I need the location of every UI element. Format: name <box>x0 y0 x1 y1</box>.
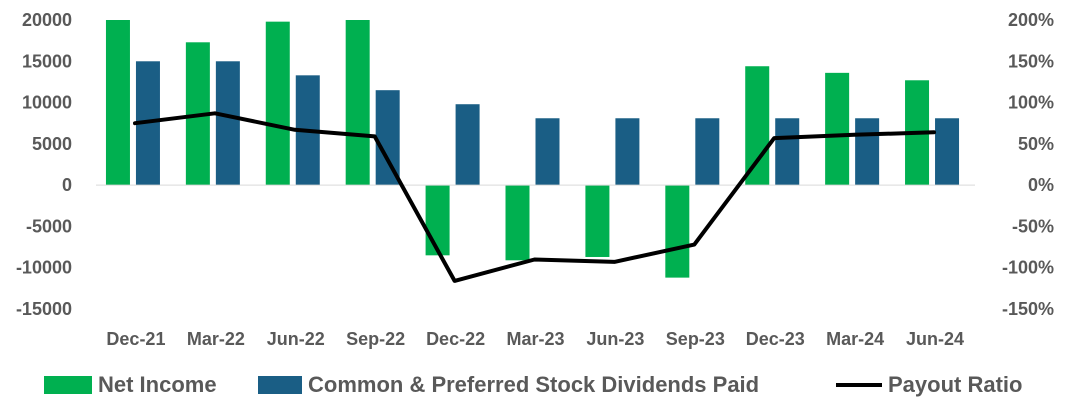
legend-swatch-dividends <box>258 376 302 394</box>
net-income-bar <box>505 185 530 261</box>
combo-chart: 20000 15000 10000 5000 0 -5000 -10000 -15000 20… <box>16 10 1054 349</box>
x-tick-label: Mar-22 <box>187 329 245 349</box>
right-tick-label: 100% <box>1008 93 1054 113</box>
dividends-bar <box>535 118 560 186</box>
right-tick-label: 150% <box>1008 51 1054 71</box>
net-income-bar <box>665 185 690 278</box>
x-axis-ticks: Dec-21 Mar-22 Jun-22 Sep-22 Dec-22 Mar-23 Jun-… <box>106 329 964 349</box>
net-income-bar <box>265 21 290 186</box>
right-tick-label: 200% <box>1008 10 1054 30</box>
right-tick-label: -150% <box>1002 299 1054 319</box>
x-tick-label: Sep-23 <box>666 329 725 349</box>
dividends-bar <box>695 118 720 186</box>
legend: Net Income Common & Preferred Stock Divi… <box>0 368 1066 408</box>
right-axis-ticks: 200% 150% 100% 50% 0% -50% -100% -150% <box>1002 10 1054 319</box>
left-tick-label: 0 <box>62 175 72 195</box>
net-income-bar <box>105 20 130 186</box>
legend-item-net-income: Net Income <box>44 372 217 398</box>
left-tick-label: 10000 <box>22 93 72 113</box>
right-tick-label: 50% <box>1018 134 1054 154</box>
x-tick-label: Jun-24 <box>906 329 964 349</box>
legend-item-dividends: Common & Preferred Stock Dividends Paid <box>258 372 759 398</box>
net-income-bar <box>425 185 450 256</box>
x-tick-label: Mar-23 <box>506 329 564 349</box>
legend-swatch-net-income <box>44 376 92 394</box>
left-tick-label: -10000 <box>16 258 72 278</box>
left-tick-label: 15000 <box>22 51 72 71</box>
dividends-bar <box>455 104 480 186</box>
legend-item-payout-ratio: Payout Ratio <box>836 372 1022 398</box>
legend-swatch-payout-ratio <box>836 383 882 387</box>
right-tick-label: -100% <box>1002 258 1054 278</box>
legend-label-net-income: Net Income <box>98 372 217 397</box>
legend-label-payout-ratio: Payout Ratio <box>888 372 1023 397</box>
dividends-bar <box>615 118 640 186</box>
left-tick-label: -15000 <box>16 299 72 319</box>
legend-label-dividends: Common & Preferred Stock Dividends Paid <box>308 372 760 397</box>
net-income-bar <box>825 72 850 186</box>
right-tick-label: 0% <box>1028 175 1054 195</box>
net-income-bar <box>345 20 370 186</box>
x-tick-label: Sep-22 <box>346 329 405 349</box>
x-tick-label: Jun-22 <box>267 329 325 349</box>
x-tick-label: Dec-23 <box>746 329 805 349</box>
x-tick-label: Mar-24 <box>826 329 884 349</box>
left-axis-ticks: 20000 15000 10000 5000 0 -5000 -10000 -15000 <box>16 10 72 319</box>
dividends-bar <box>935 118 960 186</box>
left-tick-label: 20000 <box>22 10 72 30</box>
dividends-bar <box>375 90 400 186</box>
dividends-bar <box>855 118 880 186</box>
left-tick-label: -5000 <box>26 216 72 236</box>
dividends-bar <box>215 61 240 186</box>
line-series <box>133 111 936 283</box>
net-income-bar <box>745 66 770 186</box>
bar-series <box>105 20 960 278</box>
x-tick-label: Dec-21 <box>106 329 165 349</box>
payout-ratio-line <box>133 111 936 283</box>
x-tick-label: Jun-23 <box>586 329 644 349</box>
dividends-bar <box>775 118 800 186</box>
x-tick-label: Dec-22 <box>426 329 485 349</box>
left-tick-label: 5000 <box>32 134 72 154</box>
net-income-bar <box>585 185 610 257</box>
right-tick-label: -50% <box>1012 216 1054 236</box>
